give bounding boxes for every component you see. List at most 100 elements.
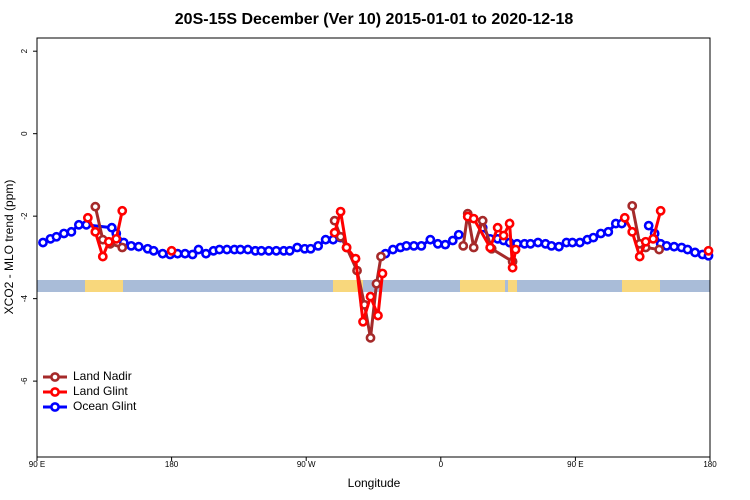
data-point — [97, 251, 108, 262]
data-point — [498, 230, 509, 241]
y-tick-label: -4 — [20, 295, 29, 303]
chart-title: 20S-15S December (Ver 10) 2015-01-01 to … — [175, 11, 574, 28]
data-point — [468, 213, 479, 224]
data-point — [242, 244, 253, 255]
data-point — [388, 244, 398, 255]
data-point — [648, 233, 659, 244]
data-point — [492, 222, 503, 233]
data-point — [690, 247, 700, 258]
y-tick-label: -6 — [20, 377, 29, 385]
data-point — [90, 226, 101, 237]
data-point — [350, 253, 361, 264]
data-point — [284, 245, 295, 256]
data-point — [305, 243, 316, 254]
data-point — [341, 242, 352, 253]
data-point — [187, 249, 198, 260]
data-point — [365, 332, 376, 343]
data-point — [507, 262, 518, 273]
data-point — [458, 240, 469, 251]
data-point — [214, 244, 225, 255]
legend-label: Land Glint — [73, 384, 128, 398]
data-point — [510, 244, 521, 255]
data-point — [588, 232, 599, 243]
x-axis-label: Longitude — [348, 476, 401, 490]
data-point — [654, 244, 665, 255]
data-point — [292, 242, 303, 253]
x-tick-label: 90 E — [29, 460, 45, 469]
data-point — [365, 291, 376, 302]
data-point — [117, 205, 128, 216]
data-point — [111, 233, 122, 244]
data-point — [51, 231, 62, 242]
data-point — [634, 251, 645, 262]
legend-marker — [50, 402, 60, 412]
data-point — [166, 245, 177, 256]
data-point — [447, 235, 458, 246]
data-point — [59, 228, 69, 239]
land-band — [333, 280, 363, 292]
data-point — [263, 245, 274, 256]
data-point — [574, 237, 585, 248]
data-point — [603, 226, 614, 237]
land-band — [85, 280, 123, 292]
data-point — [313, 240, 324, 251]
data-point — [440, 239, 451, 250]
data-point — [432, 238, 443, 249]
data-point — [595, 228, 606, 239]
data-point — [627, 200, 638, 211]
y-tick-label: 0 — [20, 131, 29, 136]
data-point — [66, 226, 77, 237]
data-point — [525, 238, 536, 249]
data-point — [504, 218, 515, 229]
data-point — [425, 234, 436, 245]
series-line — [467, 215, 518, 268]
legend-label: Land Nadir — [73, 369, 132, 383]
y-tick-label: 2 — [20, 48, 29, 53]
land-band — [622, 280, 660, 292]
data-point — [468, 242, 479, 253]
x-tick-label: 90 W — [297, 460, 316, 469]
data-point — [669, 241, 680, 252]
data-point — [477, 215, 488, 226]
data-point — [401, 240, 412, 251]
data-point — [256, 245, 267, 256]
data-point — [485, 242, 496, 253]
data-point — [567, 237, 578, 248]
data-point — [103, 236, 114, 247]
data-point — [193, 244, 204, 255]
x-tick-label: 180 — [165, 460, 179, 469]
x-tick-label: 180 — [703, 460, 717, 469]
data-point — [655, 205, 666, 216]
y-axis-label: XCO2 - MLO trend (ppm) — [2, 180, 16, 315]
data-point — [126, 240, 137, 251]
data-point — [373, 310, 383, 321]
data-point — [533, 237, 543, 248]
data-point — [235, 244, 246, 255]
data-point — [358, 316, 368, 327]
data-point — [335, 206, 346, 217]
data-point — [408, 240, 419, 251]
data-point — [133, 241, 144, 252]
data-point — [117, 242, 128, 253]
x-tick-label: 0 — [439, 460, 444, 469]
data-point — [73, 219, 84, 230]
data-point — [627, 226, 638, 237]
legend-marker — [50, 372, 60, 382]
legend-label: Ocean Glint — [73, 399, 137, 413]
data-point — [222, 244, 232, 255]
data-point — [371, 278, 382, 289]
data-point — [377, 268, 388, 279]
data-point — [201, 248, 211, 259]
data-point — [82, 212, 93, 223]
data-point — [619, 212, 630, 223]
legend-marker — [50, 387, 60, 397]
y-tick-label: -2 — [20, 212, 29, 220]
data-point — [453, 229, 464, 240]
data-point — [682, 244, 693, 255]
data-point — [661, 240, 672, 251]
data-point — [38, 237, 48, 248]
data-point — [148, 245, 159, 256]
